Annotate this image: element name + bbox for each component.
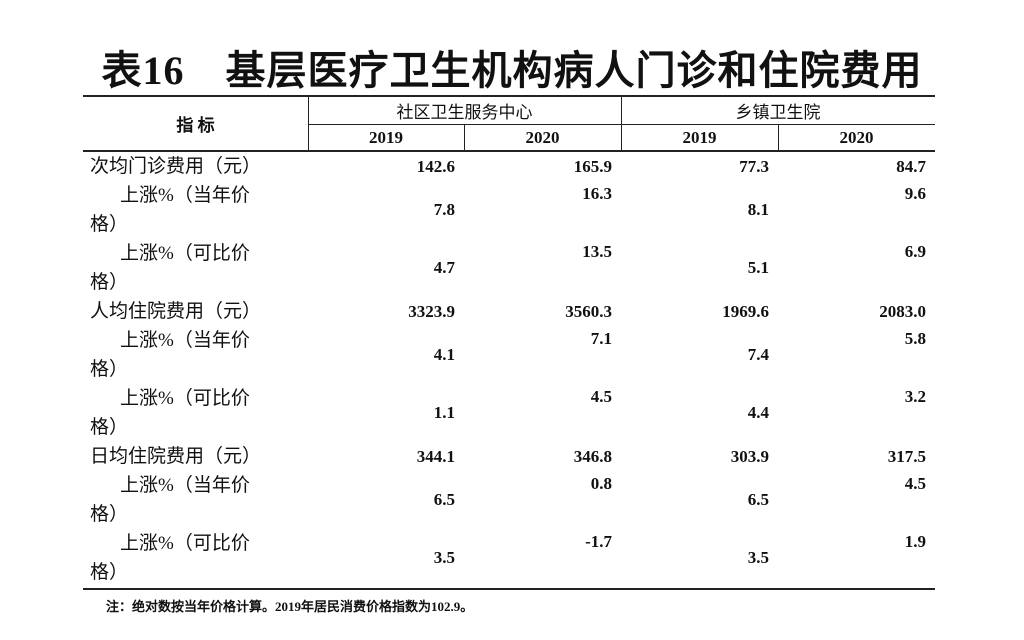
cell: 77.3: [739, 156, 769, 176]
cell: 3.2: [904, 387, 926, 406]
cell: 142.6: [416, 156, 455, 176]
cell: 6.9: [904, 242, 926, 261]
row-label: 上涨%（当年价格）: [90, 330, 250, 380]
cell: 1.9: [904, 532, 926, 551]
header-cell: 2019: [682, 127, 717, 147]
cell: 13.5: [582, 242, 612, 261]
cell: 3.5: [433, 548, 455, 567]
cell: 344.1: [416, 446, 455, 466]
cell: 5.1: [747, 258, 769, 277]
header-cell: 乡镇卫生院: [735, 102, 821, 122]
cell: 6.5: [433, 490, 455, 509]
row-label: 上涨%（当年价格）: [90, 475, 250, 525]
cell: 9.6: [904, 184, 926, 203]
cell: 1969.6: [722, 301, 769, 321]
cell: 4.4: [747, 403, 769, 422]
cell: 84.7: [896, 156, 926, 176]
cell: 1.1: [433, 403, 455, 422]
row-label: 上涨%（当年价格）: [90, 185, 250, 235]
cell: -1.7: [585, 532, 612, 551]
table-note: 注：绝对数按当年价格计算。2019年居民消费价格指数为102.9。: [106, 599, 474, 614]
row-label: 日均住院费用（元）: [90, 446, 262, 467]
cell: 5.8: [904, 329, 926, 348]
row-label: 上涨%（可比价格）: [90, 533, 250, 583]
header-cell: 2020: [839, 127, 874, 147]
cell: 6.5: [747, 490, 769, 509]
rule: [83, 95, 935, 97]
cell: 7.8: [433, 200, 455, 219]
rule: [778, 124, 779, 151]
cell: 303.9: [730, 446, 769, 466]
cell: 7.4: [747, 345, 769, 364]
cell: 2083.0: [879, 301, 926, 321]
header-cell: 2020: [525, 127, 560, 147]
cell: 4.7: [433, 258, 455, 277]
rule: [464, 124, 465, 151]
rule: [83, 588, 935, 590]
row-label: 上涨%（可比价格）: [90, 243, 250, 293]
cell: 4.1: [433, 345, 455, 364]
cell: 346.8: [573, 446, 612, 466]
cell: 317.5: [887, 446, 926, 466]
row-label: 上涨%（可比价格）: [90, 388, 250, 438]
cell: 8.1: [747, 200, 769, 219]
cell: 16.3: [582, 184, 612, 203]
header-cell: 社区卫生服务中心: [396, 102, 533, 122]
cell: 3.5: [747, 548, 769, 567]
row-label: 人均住院费用（元）: [90, 301, 262, 322]
cell: 0.8: [590, 474, 612, 493]
row-label: 次均门诊费用（元）: [90, 156, 262, 177]
table-title: 表16 基层医疗卫生机构病人门诊和住院费用: [101, 48, 923, 93]
cell: 3560.3: [565, 301, 612, 321]
cell: 4.5: [590, 387, 612, 406]
rule: [308, 95, 309, 151]
cell: 4.5: [904, 474, 926, 493]
header-cell: 2019: [369, 127, 403, 147]
rule: [83, 150, 935, 152]
rule: [621, 95, 622, 151]
cell: 7.1: [590, 329, 612, 348]
cell: 3323.9: [408, 301, 455, 321]
cell: 165.9: [573, 156, 612, 176]
header-cell: 指 标: [176, 115, 215, 135]
